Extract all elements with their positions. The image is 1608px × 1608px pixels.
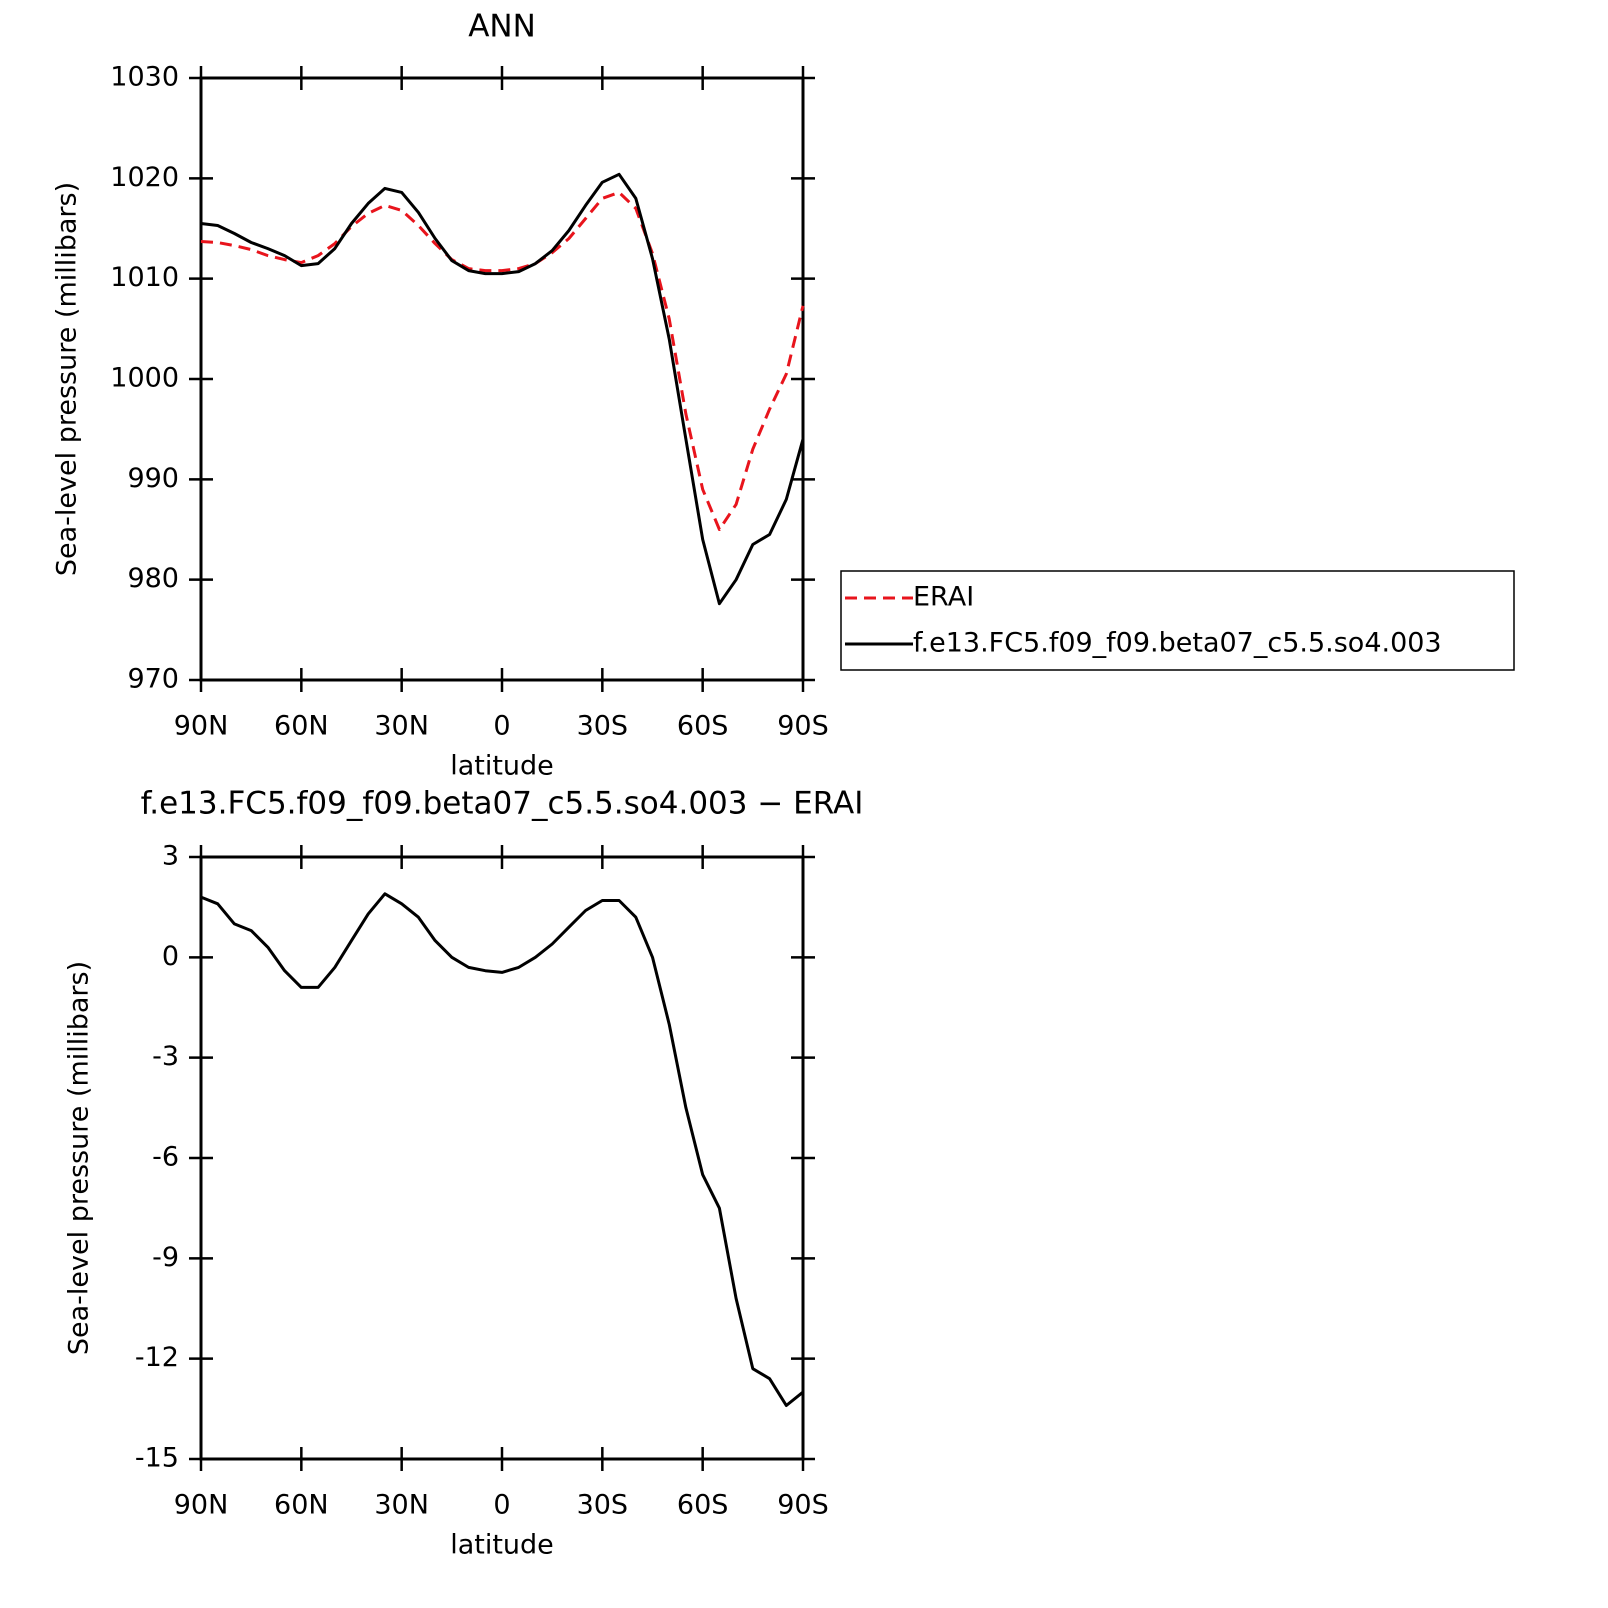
- y-tick-label: 1030: [110, 62, 179, 93]
- legend: ERAI f.e13.FC5.f09_f09.beta07_c5.5.so4.00…: [840, 570, 1515, 671]
- x-tick-label: 30S: [577, 711, 629, 742]
- chart-title: f.e13.FC5.f09_f09.beta07_c5.5.so4.003 − …: [141, 786, 864, 822]
- legend-label: f.e13.FC5.f09_f09.beta07_c5.5.so4.003: [913, 628, 1442, 659]
- y-tick-label: 3: [162, 841, 179, 872]
- plot-frame: [199, 855, 805, 1461]
- x-tick-label: 30S: [577, 1490, 629, 1521]
- x-tick-label: 60N: [274, 1490, 329, 1521]
- y-tick-label: 970: [127, 664, 179, 695]
- chart-panel: ANN 970 980 990 1000 1010 1020 1030 90N 60N 30N 0 30…: [52, 9, 1515, 782]
- x-axis-label: latitude: [450, 1530, 554, 1561]
- x-tick-label: 90N: [174, 711, 229, 742]
- y-axis-label: Sea-level pressure (millibars): [64, 961, 95, 1355]
- y-tick-label: -15: [135, 1443, 179, 1474]
- y-tick-label: 1000: [110, 363, 179, 394]
- y-tick-label: -6: [152, 1142, 179, 1173]
- y-tick-label: 1010: [110, 262, 179, 293]
- y-axis-label: Sea-level pressure (millibars): [52, 182, 83, 576]
- x-tick-label: 60N: [274, 711, 329, 742]
- y-tick-label: -9: [152, 1242, 179, 1273]
- chart-panel: f.e13.FC5.f09_f09.beta07_c5.5.so4.003 − …: [64, 786, 864, 1561]
- legend-label: ERAI: [913, 582, 974, 613]
- x-tick-label: 60S: [677, 1490, 729, 1521]
- legend-box: [840, 570, 1515, 671]
- x-tick-label: 90S: [777, 711, 829, 742]
- y-tick-label: 1020: [110, 162, 179, 193]
- x-tick-label: 90S: [777, 1490, 829, 1521]
- x-tick-label: 60S: [677, 711, 729, 742]
- y-tick-label: -3: [152, 1041, 179, 1072]
- x-tick-label: 30N: [374, 1490, 429, 1521]
- x-axis-label: latitude: [450, 751, 554, 782]
- y-tick-label: 990: [127, 463, 179, 494]
- chart-title: ANN: [468, 9, 536, 45]
- y-tick-label: -12: [135, 1342, 179, 1373]
- x-tick-label: 0: [493, 1490, 510, 1521]
- x-tick-label: 90N: [174, 1490, 229, 1521]
- data-line: [200, 172, 805, 606]
- data-line: [200, 190, 805, 531]
- y-tick-label: 980: [127, 563, 179, 594]
- y-tick-label: 0: [162, 941, 179, 972]
- x-tick-label: 30N: [374, 711, 429, 742]
- x-tick-label: 0: [493, 711, 510, 742]
- data-line: [200, 892, 804, 1407]
- plot-frame: [199, 76, 805, 682]
